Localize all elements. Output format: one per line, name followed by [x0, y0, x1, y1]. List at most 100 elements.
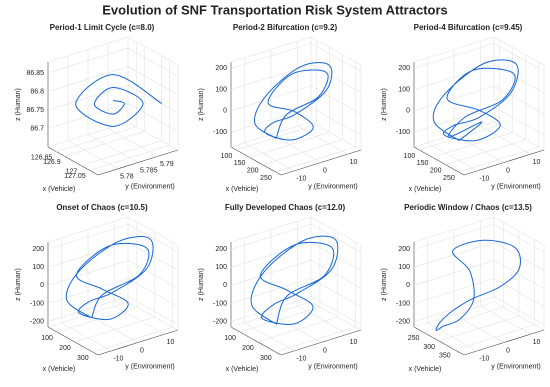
z-axis-label: z (Human) — [198, 268, 205, 301]
axis-edge — [127, 216, 179, 246]
grid-line — [310, 260, 362, 289]
z-tick-label: -200 — [30, 318, 44, 325]
z-tick-label: 86.8 — [30, 88, 44, 95]
axis-edge — [310, 301, 362, 331]
grid-line — [230, 242, 312, 268]
grid-line — [413, 296, 495, 322]
grid-line — [493, 43, 545, 72]
grid-line — [310, 242, 362, 271]
z-axis-label: z (Human) — [198, 88, 205, 121]
z-tick-label: -200 — [213, 318, 227, 325]
grid-line — [493, 260, 545, 289]
grid-line — [310, 64, 362, 93]
trajectory — [432, 59, 519, 142]
grid-line — [493, 242, 545, 271]
z-tick-label: 200 — [215, 246, 227, 253]
z-tick-label: 86.7 — [30, 125, 44, 132]
subplot-title: Period-1 Limit Cycle (c=8.0) — [50, 23, 155, 32]
y-axis-label: y (Environment) — [491, 183, 540, 190]
y-axis-label: y (Environment) — [125, 183, 174, 190]
axis-edge — [310, 36, 362, 66]
y-tick-label: 0 — [323, 167, 327, 174]
grid-line — [427, 142, 478, 172]
grid-line — [493, 64, 545, 93]
y-tick-label: -10 — [479, 356, 489, 363]
x-tick-label: 250 — [443, 175, 455, 182]
grid-line — [61, 322, 112, 352]
trajectory — [65, 236, 154, 321]
x-tick-label: 250 — [408, 335, 420, 342]
grid-line — [480, 305, 531, 335]
z-tick-label: -100 — [30, 300, 44, 307]
z-tick-label: 100 — [215, 86, 227, 93]
grid-line — [107, 127, 159, 157]
z-tick-label: 0 — [223, 282, 227, 289]
grid-line — [310, 85, 362, 115]
z-tick-label: 0 — [406, 108, 410, 115]
y-axis-label: y (Environment) — [125, 363, 174, 370]
x-tick-label: 126.85 — [31, 155, 53, 162]
y-tick-label: 10 — [533, 159, 541, 166]
axis-edge — [493, 121, 545, 151]
y-tick-label: 10 — [350, 339, 358, 346]
z-tick-label: -100 — [396, 300, 410, 307]
y-tick-label: 5.79 — [160, 161, 174, 168]
z-tick-label: -100 — [213, 300, 227, 307]
grid-line — [230, 260, 312, 286]
grid-line — [230, 106, 312, 133]
x-tick-label: 300 — [260, 355, 272, 362]
x-axis-label: x (Vehicle) — [409, 186, 442, 193]
grid-line — [493, 278, 545, 307]
y-axis-label: y (Environment) — [491, 363, 540, 370]
grid-line — [310, 278, 362, 307]
z-axis-label: z (Human) — [381, 268, 388, 301]
x-tick-label: 250 — [260, 175, 272, 182]
y-tick-label: 0 — [323, 347, 327, 354]
grid-line — [127, 242, 179, 271]
grid-line — [47, 296, 129, 322]
x-tick-label: 127 — [66, 169, 78, 176]
grid-line — [480, 125, 531, 155]
chart-title: Evolution of SNF Transportation Risk Sys… — [102, 2, 448, 17]
x-axis-label: x (Vehicle) — [409, 366, 442, 373]
z-tick-label: 86.85 — [26, 70, 44, 77]
grid-line — [453, 134, 505, 163]
grid-line — [87, 314, 139, 343]
grid-line — [270, 314, 322, 343]
grid-line — [427, 322, 478, 352]
x-tick-label: 200 — [430, 168, 442, 175]
y-tick-label: 5.785 — [140, 167, 158, 174]
grid-line — [230, 43, 312, 69]
grid-line — [47, 66, 129, 92]
axis-edge — [127, 121, 179, 151]
x-tick-label: 127.05 — [64, 173, 86, 180]
grid-line — [413, 43, 495, 69]
subplot: Fully Developed Chaos (c=12.0)100200300-… — [198, 203, 362, 373]
axis-edge — [310, 121, 362, 151]
x-tick-label: 100 — [404, 153, 416, 160]
z-axis-label: z (Human) — [15, 88, 22, 121]
grid-line — [87, 134, 139, 163]
x-tick-label: 300 — [77, 355, 89, 362]
y-tick-label: -10 — [296, 356, 306, 363]
axis-edge — [230, 146, 282, 176]
z-tick-label: -100 — [213, 129, 227, 136]
z-tick-label: 200 — [215, 65, 227, 72]
grid-line — [47, 278, 129, 304]
grid-line — [127, 278, 179, 307]
y-axis-label: y (Environment) — [308, 363, 357, 370]
grid-line — [270, 134, 322, 163]
axis-edge — [310, 216, 362, 246]
x-axis-label: x (Vehicle) — [226, 186, 259, 193]
z-axis-label: z (Human) — [15, 268, 22, 301]
y-tick-label: 0 — [506, 167, 510, 174]
grid-line — [413, 223, 495, 250]
grid-line — [230, 223, 312, 250]
axis-edge — [413, 146, 465, 176]
trajectory — [254, 62, 333, 141]
y-tick-label: -10 — [479, 176, 489, 183]
y-tick-label: 0 — [140, 347, 144, 354]
grid-line — [127, 296, 179, 325]
